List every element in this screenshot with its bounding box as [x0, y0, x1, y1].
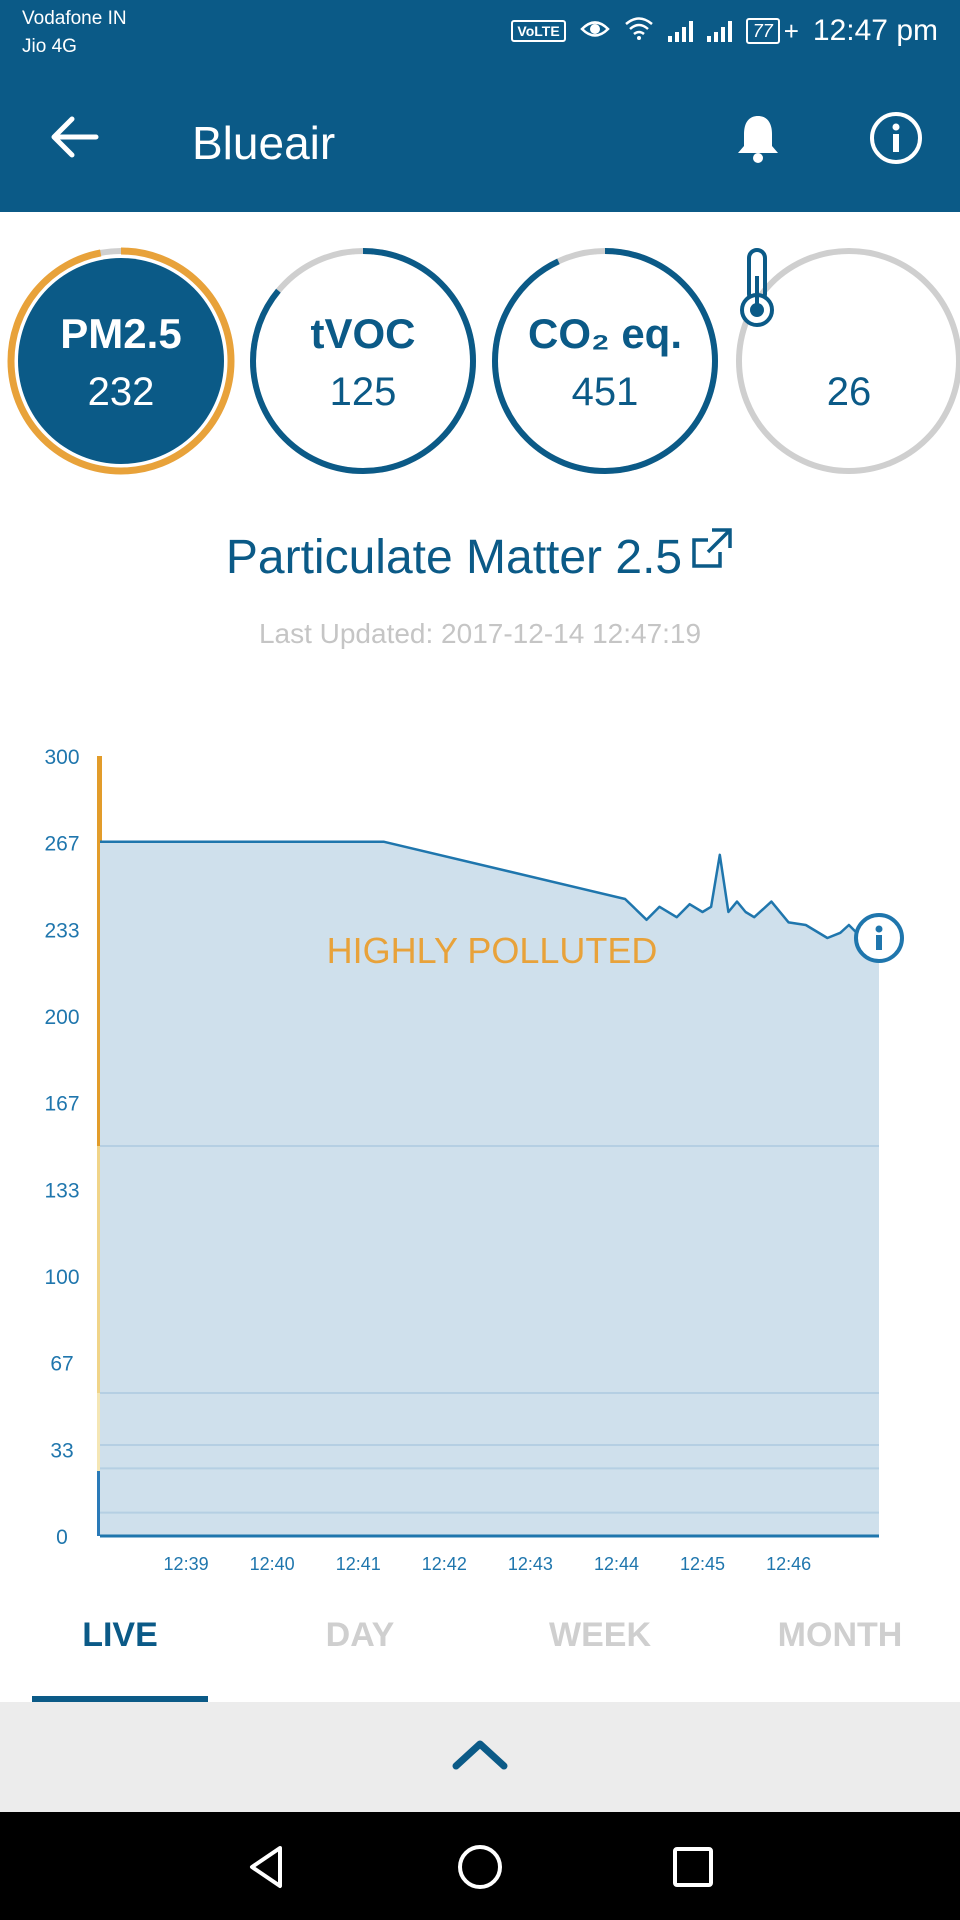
info-icon	[870, 112, 922, 164]
app-title: Blueair	[192, 117, 336, 169]
y-tick-label: 0	[56, 1526, 68, 1549]
y-tick-label: 267	[44, 833, 79, 856]
tab-week[interactable]: WEEK	[549, 1616, 651, 1654]
x-tick-label: 12:43	[508, 1554, 553, 1574]
status-icons: VoLTE 77 + 12:47 pm	[511, 14, 938, 48]
y-tick-label: 33	[50, 1439, 73, 1462]
metric-temperature[interactable]: 26	[734, 246, 960, 476]
metric-tvoc[interactable]: tVOC 125	[248, 246, 478, 476]
marker-stem	[876, 935, 882, 950]
x-tick-label: 12:45	[680, 1554, 725, 1574]
carrier-2-label: Jio 4G	[22, 36, 77, 57]
battery-level: 77	[745, 18, 780, 44]
metric-label: PM2.5	[60, 310, 182, 357]
severity-band-bar	[97, 756, 102, 1536]
marker-dot	[875, 925, 883, 933]
back-triangle-icon	[250, 1846, 282, 1888]
metric-value: 26	[826, 370, 872, 414]
y-axis-labels: 300 267 233 200 167 133 100 67 33 0	[44, 746, 79, 1549]
x-tick-label: 12:39	[164, 1554, 209, 1574]
thermometer-icon	[740, 248, 774, 327]
x-tick-label: 12:40	[250, 1554, 295, 1574]
range-tabs: LIVE DAY WEEK MONTH	[0, 1598, 960, 1702]
chevron-up-icon	[452, 1740, 508, 1770]
system-nav-bar	[0, 1812, 960, 1920]
x-tick-label: 12:44	[594, 1554, 639, 1574]
status-bar: Vodafone IN Jio 4G VoLTE 77 + 12:47 pm	[0, 0, 960, 68]
pollution-level-annotation: HIGHLY POLLUTED	[327, 930, 658, 971]
nav-home-button[interactable]	[455, 1842, 505, 1892]
latest-point-info-icon[interactable]	[854, 913, 904, 963]
carrier-1-label: Vodafone IN	[22, 8, 127, 29]
back-button[interactable]	[46, 108, 104, 166]
wifi-icon	[624, 14, 654, 48]
info-button[interactable]	[868, 110, 924, 166]
metric-co2[interactable]: CO₂ eq. 451	[490, 246, 720, 476]
bell-icon	[738, 116, 778, 163]
x-axis-labels: 12:39 12:40 12:41 12:42 12:43 12:44 12:45 12:46	[164, 1554, 812, 1574]
expand-drawer-button[interactable]	[450, 1734, 510, 1774]
y-tick-label: 233	[44, 919, 79, 942]
metric-label: tVOC	[310, 310, 416, 357]
co2-ring	[492, 248, 718, 474]
tab-live[interactable]: LIVE	[82, 1616, 158, 1654]
back-arrow-icon	[51, 116, 99, 158]
last-updated-label: Last Updated: 2017-12-14 12:47:19	[258, 618, 702, 649]
recents-square-icon	[673, 1847, 713, 1887]
pm25-ring	[7, 247, 235, 475]
battery-icon: 77 +	[745, 16, 799, 47]
volte-badge: VoLTE	[511, 20, 566, 42]
metric-value: 125	[329, 370, 397, 414]
signal-2-icon	[706, 20, 732, 42]
metrics-row: PM2.5 232 tVOC 125 CO₂ eq. 451	[0, 246, 960, 476]
tvoc-ring	[250, 248, 476, 474]
y-tick-label: 67	[50, 1353, 73, 1376]
pollutant-title: Particulate Matter 2.5	[0, 528, 960, 588]
home-circle-icon	[458, 1845, 502, 1889]
threshold-lines	[100, 1145, 879, 1514]
severity-band	[97, 1393, 102, 1471]
tab-day[interactable]: DAY	[325, 1616, 395, 1654]
y-tick-label: 167	[44, 1093, 79, 1116]
clock: 12:47 pm	[812, 14, 938, 47]
x-tick-label: 12:42	[422, 1554, 467, 1574]
nav-recents-button[interactable]	[668, 1842, 718, 1892]
area-fill	[100, 841, 879, 1536]
active-tab-indicator	[32, 1696, 208, 1702]
metric-value: 451	[571, 370, 639, 414]
bottom-drawer	[0, 1702, 960, 1812]
y-tick-label: 133	[44, 1179, 79, 1202]
temperature-ring	[736, 248, 960, 474]
metric-pm25[interactable]: PM2.5 232	[6, 246, 236, 476]
y-tick-label: 200	[44, 1006, 79, 1029]
tab-month[interactable]: MONTH	[777, 1616, 903, 1654]
external-link-icon[interactable]	[690, 526, 734, 582]
severity-band	[97, 1146, 102, 1393]
app-bar: Blueair	[0, 68, 960, 212]
signal-1-icon	[667, 20, 693, 42]
eye-icon	[579, 14, 610, 48]
y-tick-label: 300	[44, 746, 79, 769]
pollutant-title-text: Particulate Matter 2.5	[225, 531, 683, 584]
y-tick-label: 100	[44, 1266, 79, 1289]
x-tick-label: 12:41	[336, 1554, 381, 1574]
nav-back-button[interactable]	[242, 1842, 292, 1892]
severity-band	[97, 1471, 102, 1536]
severity-band	[97, 756, 102, 1146]
series-line	[100, 840, 879, 940]
metric-value: 232	[87, 370, 155, 414]
notifications-button[interactable]	[730, 110, 786, 166]
x-tick-label: 12:46	[766, 1554, 811, 1574]
metric-label: CO₂ eq.	[527, 310, 682, 357]
